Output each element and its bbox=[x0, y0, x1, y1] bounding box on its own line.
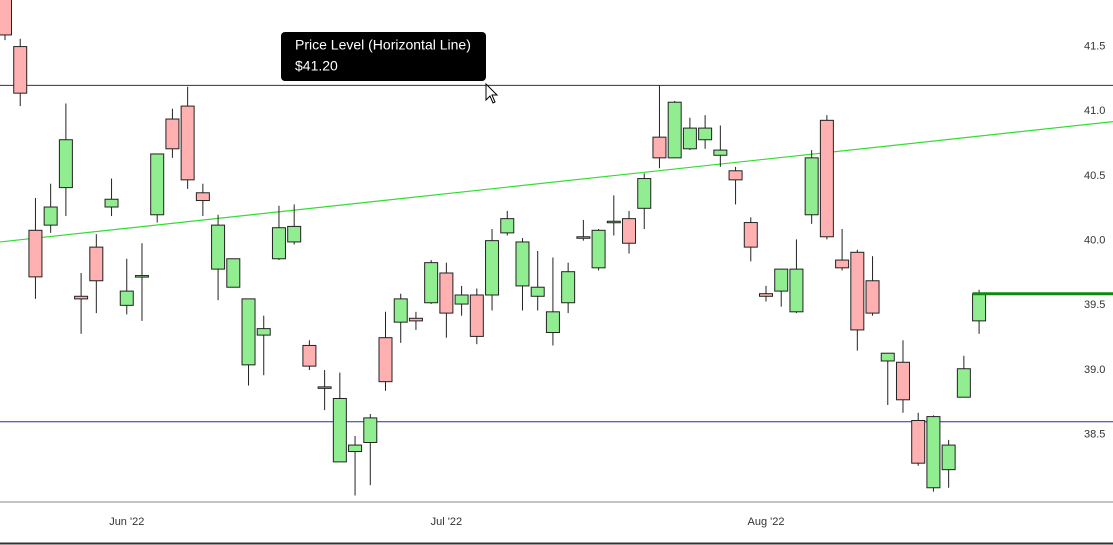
candle-body bbox=[348, 444, 363, 453]
candle-body bbox=[819, 119, 834, 238]
candle-body bbox=[956, 368, 971, 398]
candle-body bbox=[104, 198, 119, 208]
candle-body bbox=[926, 416, 941, 489]
y-tick-label: 39.5 bbox=[1084, 299, 1105, 311]
candle-body bbox=[58, 139, 73, 189]
candle-body bbox=[530, 286, 545, 297]
candle-body bbox=[469, 294, 484, 337]
candle-body bbox=[226, 258, 241, 288]
candle-body bbox=[804, 157, 819, 216]
candle-body bbox=[622, 218, 637, 244]
candle-body bbox=[591, 229, 606, 269]
mouse-cursor bbox=[485, 82, 499, 104]
candle-body bbox=[454, 294, 469, 305]
candle-body bbox=[424, 262, 439, 304]
candle-body bbox=[667, 101, 682, 159]
candle-body bbox=[150, 153, 165, 216]
y-tick-label: 38.5 bbox=[1084, 429, 1105, 441]
candle-body bbox=[241, 298, 256, 366]
candle-body bbox=[302, 344, 317, 367]
candle-body bbox=[317, 386, 332, 389]
x-tick-label: Jun '22 bbox=[109, 516, 144, 528]
candle-body bbox=[74, 295, 89, 300]
y-tick-label: 40.0 bbox=[1084, 235, 1105, 247]
candle-body bbox=[256, 328, 271, 336]
candle-body bbox=[119, 290, 134, 306]
trend-line bbox=[0, 121, 1113, 243]
candle-body bbox=[698, 127, 713, 141]
candle-body bbox=[561, 271, 576, 304]
candle-body bbox=[485, 240, 500, 296]
candle-body bbox=[363, 417, 378, 443]
candle-body bbox=[0, 0, 12, 36]
candle-body bbox=[89, 246, 104, 282]
candle-body bbox=[789, 268, 804, 313]
candle-body bbox=[439, 272, 454, 314]
candle-body bbox=[606, 220, 621, 224]
candle-body bbox=[332, 397, 347, 463]
candle-body bbox=[637, 178, 652, 209]
candle-body bbox=[28, 229, 43, 278]
candle-body bbox=[195, 192, 210, 202]
candle-body bbox=[180, 105, 195, 181]
candle-body bbox=[713, 149, 728, 156]
x-tick-label: Aug '22 bbox=[748, 516, 785, 528]
plot-area bbox=[0, 0, 1113, 496]
tooltip-title: Price Level (Horizontal Line) bbox=[295, 37, 471, 53]
tooltip: Price Level (Horizontal Line) $41.20 bbox=[281, 32, 486, 81]
candle-body bbox=[728, 170, 743, 181]
candle-body bbox=[865, 280, 880, 314]
candle-body bbox=[134, 275, 149, 278]
candle-body bbox=[850, 251, 865, 331]
candle-body bbox=[393, 298, 408, 323]
candle-body bbox=[911, 419, 926, 464]
candle-body bbox=[378, 337, 393, 383]
candle-body bbox=[13, 46, 28, 94]
candle-body bbox=[835, 259, 850, 269]
tooltip-value: $41.20 bbox=[295, 58, 338, 74]
candle-body bbox=[43, 206, 58, 226]
x-tick-label: Jul '22 bbox=[431, 516, 462, 528]
candle-body bbox=[515, 241, 530, 287]
y-tick-label: 40.5 bbox=[1084, 170, 1105, 182]
candle-body bbox=[759, 293, 773, 297]
candle-body bbox=[545, 311, 560, 334]
y-tick-label: 41.0 bbox=[1084, 105, 1105, 117]
candle-body bbox=[880, 352, 895, 362]
candle-body bbox=[774, 268, 789, 292]
y-tick-label: 39.0 bbox=[1084, 364, 1105, 376]
candle-body bbox=[271, 227, 286, 260]
candle-body bbox=[165, 118, 180, 150]
candle-body bbox=[895, 361, 910, 401]
candle-body bbox=[287, 225, 302, 243]
candle-body bbox=[941, 444, 956, 471]
candle-body bbox=[500, 218, 515, 234]
candle-body bbox=[682, 127, 697, 150]
candle-body bbox=[743, 222, 758, 248]
candle-body bbox=[211, 224, 226, 270]
tooltip-box bbox=[281, 32, 486, 81]
candle-body bbox=[576, 236, 591, 239]
y-tick-label: 41.5 bbox=[1084, 40, 1105, 52]
candle-body bbox=[408, 317, 423, 322]
candle-body bbox=[972, 293, 987, 322]
candle-body bbox=[652, 136, 667, 159]
